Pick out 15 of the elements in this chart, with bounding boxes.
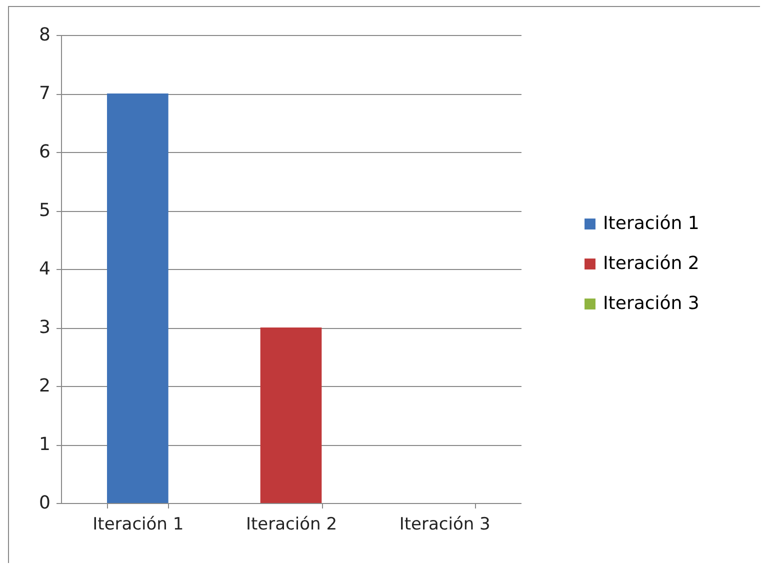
y-tick-label: 4 <box>39 258 50 280</box>
legend-label: Iteración 3 <box>603 293 700 314</box>
y-tick-label: 8 <box>39 24 50 46</box>
y-tick-label: 6 <box>39 142 50 162</box>
y-tick-label: 1 <box>39 434 50 455</box>
y-tick-label: 5 <box>39 200 50 221</box>
legend-label: Iteración 1 <box>603 213 700 234</box>
y-tick-label: 2 <box>39 376 50 396</box>
y-tick-label: 3 <box>39 317 50 338</box>
x-tick-label: Iteración 2 <box>246 514 338 534</box>
y-tick-label: 0 <box>39 492 50 514</box>
x-tick-label: Iteración 1 <box>92 514 184 534</box>
y-tick-label: 7 <box>39 83 50 104</box>
legend-label: Iteración 2 <box>603 253 700 274</box>
x-tick-label: Iteración 3 <box>399 514 490 534</box>
